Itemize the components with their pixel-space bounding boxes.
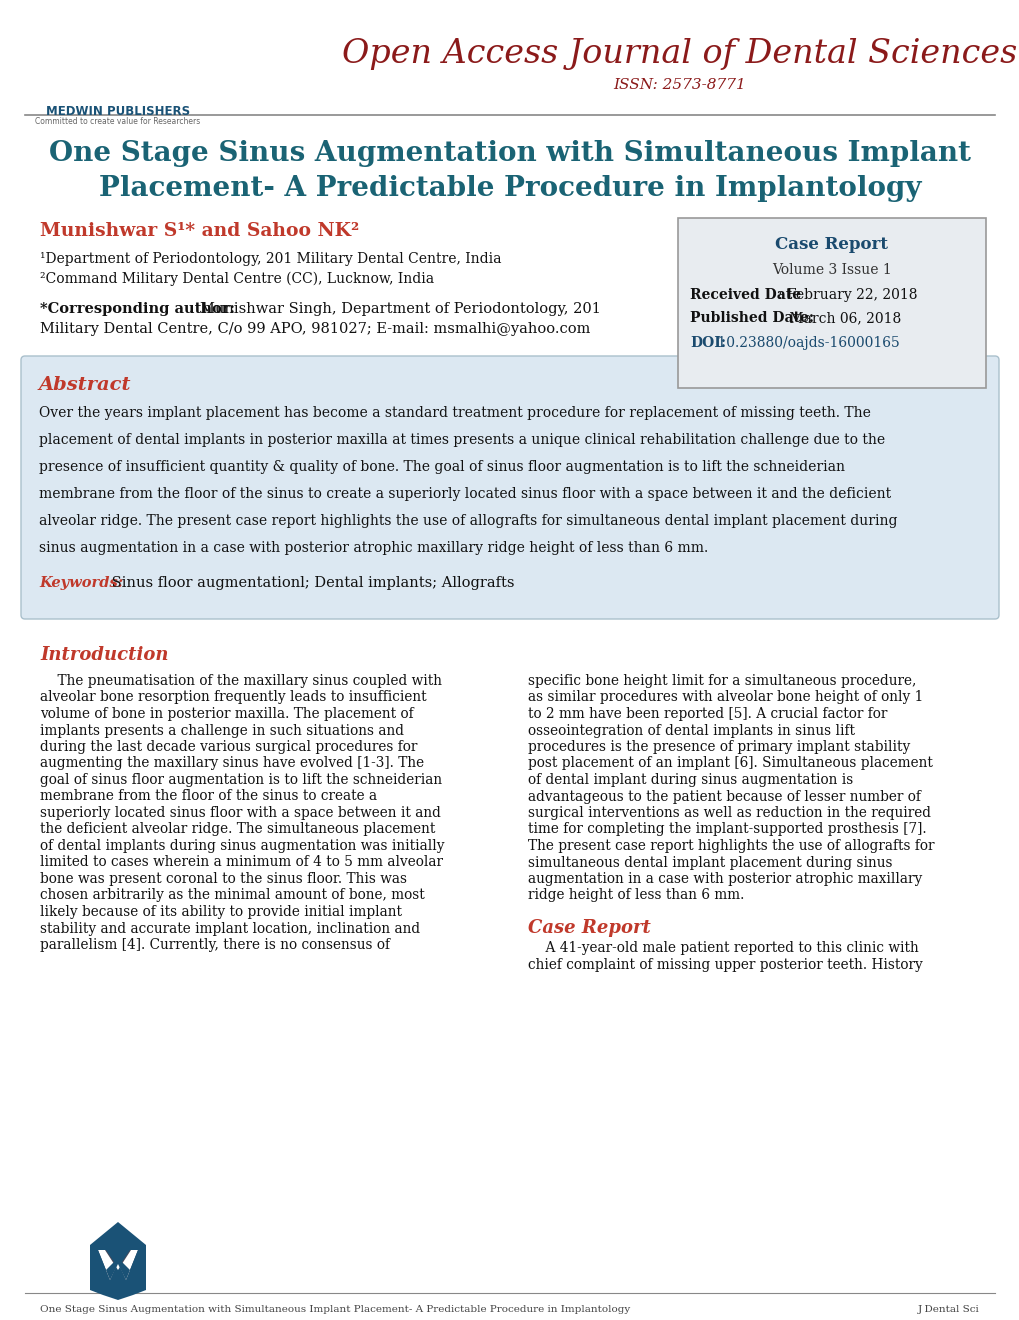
Text: advantageous to the patient because of lesser number of: advantageous to the patient because of l… <box>528 789 920 804</box>
Text: specific bone height limit for a simultaneous procedure,: specific bone height limit for a simulta… <box>528 675 915 688</box>
Text: parallelism [4]. Currently, there is no consensus of: parallelism [4]. Currently, there is no … <box>40 939 389 952</box>
Text: of dental implants during sinus augmentation was initially: of dental implants during sinus augmenta… <box>40 840 444 853</box>
Text: A 41-year-old male patient reported to this clinic with: A 41-year-old male patient reported to t… <box>528 941 918 954</box>
Text: Placement- A Predictable Procedure in Implantology: Placement- A Predictable Procedure in Im… <box>99 176 920 202</box>
Text: stability and accurate implant location, inclination and: stability and accurate implant location,… <box>40 921 420 936</box>
Text: osseointegration of dental implants in sinus lift: osseointegration of dental implants in s… <box>528 723 854 738</box>
Text: procedures is the presence of primary implant stability: procedures is the presence of primary im… <box>528 741 909 754</box>
Text: Volume 3 Issue 1: Volume 3 Issue 1 <box>771 263 891 277</box>
Text: Case Report: Case Report <box>774 236 888 253</box>
Text: J Dental Sci: J Dental Sci <box>917 1305 979 1313</box>
Text: MEDWIN PUBLISHERS: MEDWIN PUBLISHERS <box>46 106 190 117</box>
Text: Munishwar S¹* and Sahoo NK²: Munishwar S¹* and Sahoo NK² <box>40 222 359 240</box>
Text: to 2 mm have been reported [5]. A crucial factor for: to 2 mm have been reported [5]. A crucia… <box>528 708 887 721</box>
FancyBboxPatch shape <box>678 218 985 388</box>
Polygon shape <box>98 1250 138 1280</box>
Text: Introduction: Introduction <box>40 645 168 664</box>
FancyBboxPatch shape <box>21 356 998 619</box>
Text: as similar procedures with alveolar bone height of only 1: as similar procedures with alveolar bone… <box>528 690 922 705</box>
Text: Military Dental Centre, C/o 99 APO, 981027; E-mail: msmalhi@yahoo.com: Military Dental Centre, C/o 99 APO, 9810… <box>40 322 590 337</box>
Polygon shape <box>98 1250 138 1280</box>
Text: chief complaint of missing upper posterior teeth. History: chief complaint of missing upper posteri… <box>528 957 922 972</box>
Text: chosen arbitrarily as the minimal amount of bone, most: chosen arbitrarily as the minimal amount… <box>40 888 424 903</box>
Text: augmenting the maxillary sinus have evolved [1-3]. The: augmenting the maxillary sinus have evol… <box>40 756 424 771</box>
Text: The pneumatisation of the maxillary sinus coupled with: The pneumatisation of the maxillary sinu… <box>40 675 441 688</box>
Text: post placement of an implant [6]. Simultaneous placement: post placement of an implant [6]. Simult… <box>528 756 932 771</box>
Text: DOI:: DOI: <box>689 337 726 350</box>
Text: simultaneous dental implant placement during sinus: simultaneous dental implant placement du… <box>528 855 892 870</box>
Text: alveolar ridge. The present case report highlights the use of allografts for sim: alveolar ridge. The present case report … <box>39 513 897 528</box>
Text: presence of insufficient quantity & quality of bone. The goal of sinus floor aug: presence of insufficient quantity & qual… <box>39 459 844 474</box>
Text: ridge height of less than 6 mm.: ridge height of less than 6 mm. <box>528 888 744 903</box>
Text: *Corresponding author:: *Corresponding author: <box>40 302 234 315</box>
Text: likely because of its ability to provide initial implant: likely because of its ability to provide… <box>40 906 401 919</box>
Text: surgical interventions as well as reduction in the required: surgical interventions as well as reduct… <box>528 807 930 820</box>
Text: ¹Department of Periodontology, 201 Military Dental Centre, India: ¹Department of Periodontology, 201 Milit… <box>40 252 501 267</box>
Text: Abstract: Abstract <box>39 376 131 393</box>
Polygon shape <box>90 1222 146 1300</box>
Text: implants presents a challenge in such situations and: implants presents a challenge in such si… <box>40 723 404 738</box>
Text: during the last decade various surgical procedures for: during the last decade various surgical … <box>40 741 417 754</box>
Text: 10.23880/oajds-16000165: 10.23880/oajds-16000165 <box>712 337 899 350</box>
Text: Published Date:: Published Date: <box>689 312 813 325</box>
Text: volume of bone in posterior maxilla. The placement of: volume of bone in posterior maxilla. The… <box>40 708 414 721</box>
Text: membrane from the floor of the sinus to create a: membrane from the floor of the sinus to … <box>40 789 377 804</box>
Text: ISSN: 2573-8771: ISSN: 2573-8771 <box>613 78 746 92</box>
Text: of dental implant during sinus augmentation is: of dental implant during sinus augmentat… <box>528 774 853 787</box>
Text: alveolar bone resorption frequently leads to insufficient: alveolar bone resorption frequently lead… <box>40 690 426 705</box>
Text: augmentation in a case with posterior atrophic maxillary: augmentation in a case with posterior at… <box>528 873 921 886</box>
Text: March 06, 2018: March 06, 2018 <box>785 312 901 325</box>
Text: Open Access Journal of Dental Sciences: Open Access Journal of Dental Sciences <box>342 38 1017 70</box>
Text: Received Date: Received Date <box>689 288 800 302</box>
Text: One Stage Sinus Augmentation with Simultaneous Implant: One Stage Sinus Augmentation with Simult… <box>49 140 970 168</box>
Text: Keywords:: Keywords: <box>39 576 123 590</box>
Text: Munishwar Singh, Department of Periodontology, 201: Munishwar Singh, Department of Periodont… <box>200 302 600 315</box>
Text: placement of dental implants in posterior maxilla at times presents a unique cli: placement of dental implants in posterio… <box>39 433 884 447</box>
Text: One Stage Sinus Augmentation with Simultaneous Implant Placement- A Predictable : One Stage Sinus Augmentation with Simult… <box>40 1305 630 1313</box>
Text: membrane from the floor of the sinus to create a superiorly located sinus floor : membrane from the floor of the sinus to … <box>39 487 891 502</box>
Text: goal of sinus floor augmentation is to lift the schneiderian: goal of sinus floor augmentation is to l… <box>40 774 441 787</box>
Text: ²Command Military Dental Centre (CC), Lucknow, India: ²Command Military Dental Centre (CC), Lu… <box>40 272 434 286</box>
Text: Case Report: Case Report <box>528 919 650 937</box>
Text: the deficient alveolar ridge. The simultaneous placement: the deficient alveolar ridge. The simult… <box>40 822 435 837</box>
Text: Sinus floor augmentationl; Dental implants; Allografts: Sinus floor augmentationl; Dental implan… <box>107 576 514 590</box>
Text: superiorly located sinus floor with a space between it and: superiorly located sinus floor with a sp… <box>40 807 440 820</box>
Text: : February 22, 2018: : February 22, 2018 <box>777 288 917 302</box>
Text: Committed to create value for Researchers: Committed to create value for Researcher… <box>36 117 201 125</box>
Text: bone was present coronal to the sinus floor. This was: bone was present coronal to the sinus fl… <box>40 873 407 886</box>
Polygon shape <box>96 1250 140 1280</box>
Text: sinus augmentation in a case with posterior atrophic maxillary ridge height of l: sinus augmentation in a case with poster… <box>39 541 707 554</box>
Text: time for completing the implant-supported prosthesis [7].: time for completing the implant-supporte… <box>528 822 925 837</box>
Text: Over the years implant placement has become a standard treatment procedure for r: Over the years implant placement has bec… <box>39 407 870 420</box>
Text: The present case report highlights the use of allografts for: The present case report highlights the u… <box>528 840 933 853</box>
Text: limited to cases wherein a minimum of 4 to 5 mm alveolar: limited to cases wherein a minimum of 4 … <box>40 855 442 870</box>
